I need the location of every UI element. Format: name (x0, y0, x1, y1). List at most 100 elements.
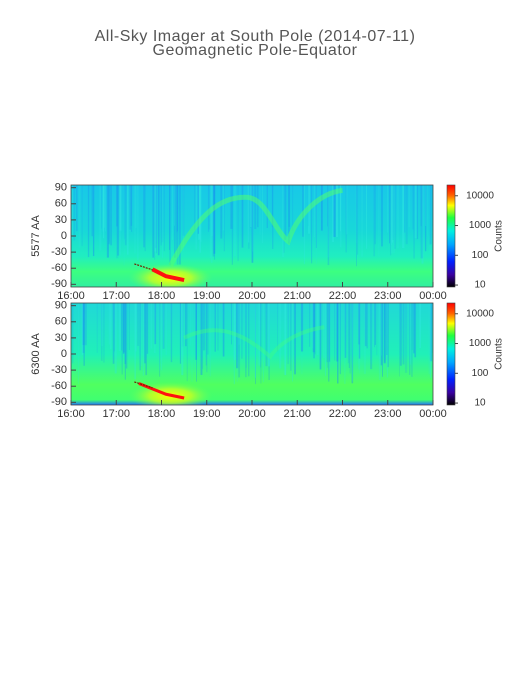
heatmap-streak (173, 185, 176, 226)
colorbar-label: Counts (494, 338, 505, 370)
heatmap-streak (144, 185, 146, 252)
y-tick-label: 60 (55, 198, 67, 210)
heatmap-streak (134, 185, 137, 228)
heatmap-streak (91, 185, 93, 237)
heatmap-streak (125, 303, 128, 369)
heatmap-streak (234, 185, 236, 256)
heatmap-streak (198, 185, 201, 240)
colorbar-tick-label: 10 (474, 398, 486, 409)
colorbar-tick-label: 1000 (469, 220, 492, 231)
heatmap-streak (322, 303, 325, 359)
heatmap-streak (348, 303, 350, 369)
heatmap-streak (300, 303, 304, 352)
heatmap-streak (102, 185, 105, 239)
heatmap-streak (123, 185, 125, 266)
heatmap-streak (271, 185, 273, 227)
heatmap-streak (118, 303, 121, 352)
heatmap-streak (290, 303, 292, 371)
heatmap-streak (173, 185, 176, 258)
colorbar (446, 302, 456, 406)
heatmap-streak (159, 303, 161, 377)
heatmap-streak (81, 303, 84, 355)
aurora-arc (183, 325, 325, 360)
heatmap-streak (337, 303, 339, 384)
heatmap-streak (402, 185, 405, 249)
heatmap-streak (202, 303, 204, 369)
heatmap-streak (420, 185, 423, 259)
heatmap-streak (257, 185, 259, 228)
colorbar-tick-label: 1000 (469, 338, 492, 349)
heatmap-streak (411, 303, 413, 350)
heatmap-streak (154, 303, 156, 354)
heatmap-streak (156, 185, 157, 254)
heatmap-streak (357, 185, 359, 255)
heatmap-streak (189, 303, 191, 346)
heatmap-streak (186, 303, 188, 382)
heatmap-streak (402, 303, 405, 365)
heatmap-streak (161, 185, 164, 243)
colorbar-label: Counts (494, 220, 505, 252)
heatmap-streak (254, 303, 256, 378)
heatmap-streak (301, 303, 303, 375)
heatmap-streak (335, 303, 338, 349)
heatmap-streak (199, 185, 201, 236)
heatmap-streak (119, 185, 122, 231)
heatmap-streak (284, 303, 287, 376)
heatmap-streak (339, 303, 341, 375)
heatmap-streak (77, 303, 79, 385)
heatmap-streak (346, 185, 348, 235)
heatmap-streak (327, 185, 329, 227)
heatmap-streak (72, 303, 74, 364)
heatmap-streak (209, 185, 211, 259)
heatmap-streak (374, 303, 376, 345)
heatmap-streak (357, 303, 360, 370)
heatmap-streak (340, 185, 342, 248)
heatmap-streak (327, 185, 330, 258)
heatmap-streak (351, 303, 353, 350)
heatmap-streak (324, 303, 326, 376)
heatmap-streak (233, 303, 236, 361)
heatmap-streak (206, 303, 208, 373)
heatmap-streak (429, 185, 431, 253)
heatmap-streak (185, 303, 187, 347)
heatmap-streak (158, 303, 160, 371)
heatmap-streak (152, 185, 155, 258)
heatmap-streak (207, 185, 210, 232)
heatmap-streak (255, 303, 257, 385)
y-tick-label: -30 (51, 364, 67, 376)
heatmap-streak (247, 185, 250, 243)
heatmap-streak (162, 303, 164, 348)
heatmap-streak (248, 303, 250, 377)
heatmap-streak (198, 185, 200, 241)
heatmap-streak (139, 303, 141, 371)
x-tick-label: 17:00 (102, 408, 130, 420)
heatmap-streak (117, 185, 120, 256)
heatmap-streak (327, 185, 330, 266)
colorbar-tick-label: 100 (472, 250, 489, 261)
heatmap-streak (410, 303, 413, 377)
heatmap-streak (238, 303, 241, 378)
heatmap-streak (311, 185, 313, 264)
heatmap-streak (425, 185, 427, 227)
heatmap-streak (265, 303, 268, 367)
heatmap-streak (172, 185, 173, 240)
heatmap-streak (198, 185, 200, 239)
heatmap-streak (236, 303, 239, 369)
heatmap-background (71, 185, 433, 287)
heatmap-streak (112, 303, 115, 364)
heatmap-streak (382, 303, 383, 377)
heatmap-streak (328, 303, 330, 382)
heatmap-streak (237, 185, 239, 262)
heatmap (71, 303, 433, 405)
heatmap-streak (358, 303, 360, 345)
aurora-arc (168, 187, 343, 267)
heatmap-streak (319, 303, 322, 370)
heatmap-streak (154, 185, 156, 260)
heatmap-streak (389, 185, 390, 244)
y-tick-label: -90 (51, 278, 67, 290)
heatmap-streak (316, 185, 317, 264)
heatmap-streak (200, 303, 203, 375)
colorbar-tick-label: 10000 (466, 308, 494, 319)
heatmap-streak (105, 185, 106, 232)
heatmap-streak (163, 185, 165, 252)
